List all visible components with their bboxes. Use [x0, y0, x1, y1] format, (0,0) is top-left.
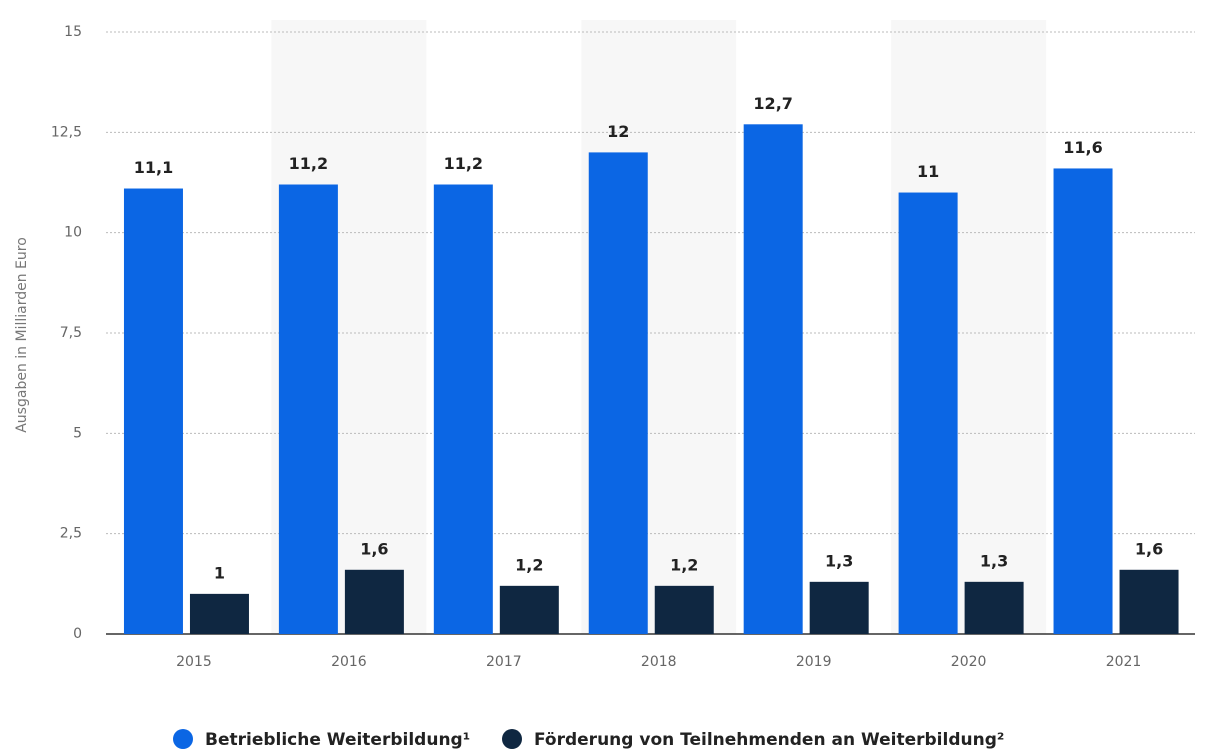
bar — [433, 184, 493, 635]
data-label: 1 — [214, 563, 225, 582]
bar — [1119, 569, 1179, 634]
legend-marker — [173, 729, 193, 749]
bar — [588, 152, 648, 634]
bar — [898, 192, 958, 635]
data-label: 1,2 — [670, 555, 698, 574]
legend-label: Betriebliche Weiterbildung¹ — [205, 730, 470, 750]
data-label: 1,2 — [515, 555, 543, 574]
bar — [743, 124, 803, 634]
x-tick-label: 2021 — [1106, 654, 1142, 670]
x-tick-label: 2015 — [176, 654, 212, 670]
x-tick-label: 2020 — [951, 654, 987, 670]
band-backgrounds — [271, 20, 1047, 634]
y-axis-label: Ausgaben in Milliarden Euro — [14, 237, 30, 433]
data-label: 1,3 — [825, 551, 853, 570]
data-label: 1,6 — [1135, 539, 1163, 558]
data-label: 11 — [917, 162, 939, 181]
bar — [1053, 168, 1113, 634]
bar — [654, 585, 714, 634]
bar — [278, 184, 338, 635]
bar — [344, 569, 404, 634]
y-tick-label: 5 — [73, 425, 82, 441]
x-tick-label: 2016 — [331, 654, 367, 670]
x-tick-label: 2017 — [486, 654, 522, 670]
y-tick-label: 10 — [64, 225, 82, 241]
data-label: 11,6 — [1063, 138, 1102, 157]
data-label: 11,2 — [289, 154, 328, 173]
y-tick-label: 0 — [73, 626, 82, 642]
data-label: 1,3 — [980, 551, 1008, 570]
y-tick-label: 15 — [64, 24, 82, 40]
bar — [499, 585, 559, 634]
legend-marker — [502, 729, 522, 749]
y-tick-label: 12,5 — [51, 124, 82, 140]
x-tick-label: 2019 — [796, 654, 832, 670]
x-tick-label: 2018 — [641, 654, 677, 670]
bar — [123, 188, 183, 634]
bar — [964, 581, 1024, 634]
y-tick-label: 7,5 — [60, 325, 82, 341]
bar — [809, 581, 869, 634]
data-label: 1,6 — [360, 539, 388, 558]
data-label: 11,2 — [444, 154, 483, 173]
data-label: 12,7 — [753, 94, 792, 113]
data-label: 12 — [607, 122, 629, 141]
data-label: 11,1 — [134, 158, 173, 177]
bar — [189, 593, 249, 634]
legend-label: Förderung von Teilnehmenden an Weiterbil… — [534, 730, 1004, 750]
y-tick-label: 2,5 — [60, 526, 82, 542]
